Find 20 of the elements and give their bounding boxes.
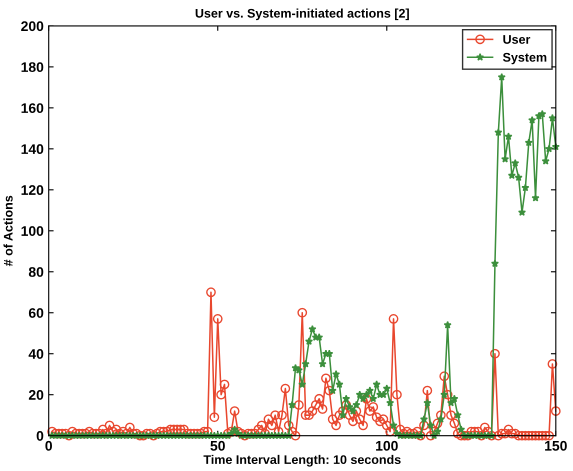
- legend-label: System: [502, 52, 546, 64]
- chart-title: User vs. System-initiated actions [2]: [196, 8, 409, 20]
- x-tick-label: 50: [210, 440, 225, 451]
- y-tick-label: 60: [28, 308, 44, 318]
- y-tick-label: 140: [22, 144, 44, 154]
- y-tick-label: 100: [22, 226, 44, 236]
- x-axis-title: Time Interval Length: 10 seconds: [204, 454, 401, 467]
- y-tick-label: 120: [22, 185, 44, 195]
- y-tick-label: 80: [28, 267, 44, 277]
- y-axis-title: # of Actions: [3, 196, 13, 266]
- y-tick-label: 200: [21, 21, 44, 32]
- x-tick-label: 0: [45, 440, 52, 451]
- x-tick-label: 150: [545, 440, 567, 451]
- y-tick-label: 180: [22, 62, 44, 72]
- y-tick-label: 40: [28, 349, 44, 359]
- y-tick-label: 160: [22, 103, 44, 114]
- y-tick-label: 20: [28, 390, 44, 400]
- x-tick-label: 100: [376, 440, 398, 451]
- legend-label: User: [503, 35, 530, 44]
- y-tick-label: 0: [36, 431, 44, 441]
